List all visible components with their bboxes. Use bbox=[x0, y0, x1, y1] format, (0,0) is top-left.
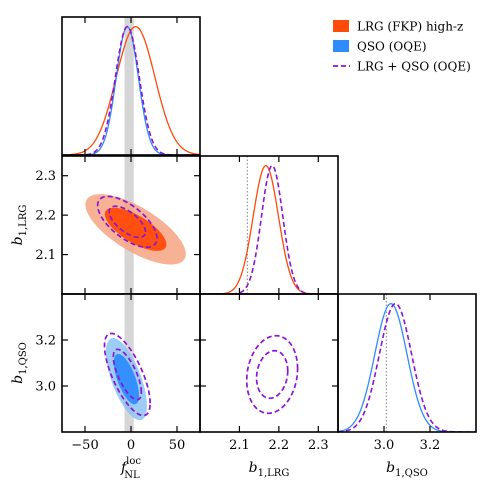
x-tick-label: 0 bbox=[127, 438, 135, 453]
x-tick-label: 2.3 bbox=[308, 438, 329, 453]
panel-frame bbox=[199, 293, 339, 433]
panel-b-qso-marginal: 3.0 3.2 b1,QSO bbox=[337, 293, 477, 479]
marginal-curve-lrg bbox=[200, 165, 338, 294]
x-axis-label-b_lrg: b1,LRG bbox=[249, 460, 290, 479]
contour-lrg-1sigma bbox=[104, 207, 167, 251]
panel-b-lrg-vs-fnl: 2.1 2.2 2.3 b1,LRG bbox=[10, 155, 201, 295]
contour-combined-2sigma bbox=[245, 334, 299, 415]
panel-b-qso-vs-fnl: −50 0 50 floc NL 3.0 3.2 b1,QSO bbox=[10, 293, 201, 481]
x-axis-label-b_qso: b1,QSO bbox=[386, 460, 428, 479]
x-tick-label: 3.2 bbox=[420, 438, 441, 453]
legend-label-lrg: LRG (FKP) high-z bbox=[357, 20, 463, 34]
legend-label-qso: QSO (OQE) bbox=[357, 40, 427, 54]
legend: LRG (FKP) high-z QSO (OQE) LRG + QSO (OQE) bbox=[333, 20, 471, 74]
legend-item-lrg: LRG (FKP) high-z bbox=[333, 20, 463, 34]
x-axis-label-fnl: floc NL bbox=[120, 456, 141, 481]
panel-b-lrg-marginal bbox=[199, 155, 339, 295]
y-tick-label: 2.3 bbox=[35, 169, 56, 184]
panel-frame bbox=[337, 293, 477, 433]
legend-label-combined: LRG + QSO (OQE) bbox=[357, 60, 471, 74]
marginal-curve-combined bbox=[200, 164, 338, 294]
y-tick-label: 3.0 bbox=[35, 380, 56, 395]
contour-combined-2sigma bbox=[103, 332, 151, 417]
contour-combined-1sigma bbox=[108, 205, 147, 239]
panels: 2.1 2.2 2.3 b1,LRG −50 0 50 floc NL 3.0 3.2 b1,QSO 2… bbox=[10, 16, 477, 481]
legend-item-qso: QSO (OQE) bbox=[333, 40, 427, 54]
y-tick-label: 2.2 bbox=[35, 209, 56, 224]
y-tick-label: 2.1 bbox=[35, 248, 56, 263]
legend-swatch-lrg bbox=[333, 20, 349, 32]
x-tick-label: 2.2 bbox=[269, 438, 290, 453]
legend-item-combined: LRG + QSO (OQE) bbox=[333, 60, 471, 74]
x-tick-label: 2.1 bbox=[229, 438, 250, 453]
contour-qso-1sigma bbox=[113, 353, 139, 405]
panel-frame bbox=[199, 155, 339, 295]
fnl-band bbox=[124, 17, 134, 155]
y-axis-label-b_qso: b1,QSO bbox=[10, 342, 29, 384]
panel-b-qso-vs-b-lrg: 2.1 2.2 2.3 b1,LRG bbox=[199, 293, 339, 479]
x-tick-label: −50 bbox=[71, 438, 98, 453]
marginal-curve-combined bbox=[338, 302, 476, 432]
panel-fnl-marginal bbox=[61, 16, 201, 156]
contour-combined-1sigma bbox=[112, 348, 143, 401]
marginal-curve-qso bbox=[338, 303, 476, 432]
contour-combined-2sigma bbox=[96, 195, 158, 249]
y-tick-label: 3.2 bbox=[35, 334, 56, 349]
y-axis-label-b_lrg: b1,LRG bbox=[10, 205, 29, 246]
x-tick-label: 50 bbox=[169, 438, 186, 453]
contour-combined-1sigma bbox=[255, 349, 289, 400]
x-tick-label: 3.0 bbox=[374, 438, 395, 453]
legend-swatch-qso bbox=[333, 40, 349, 52]
